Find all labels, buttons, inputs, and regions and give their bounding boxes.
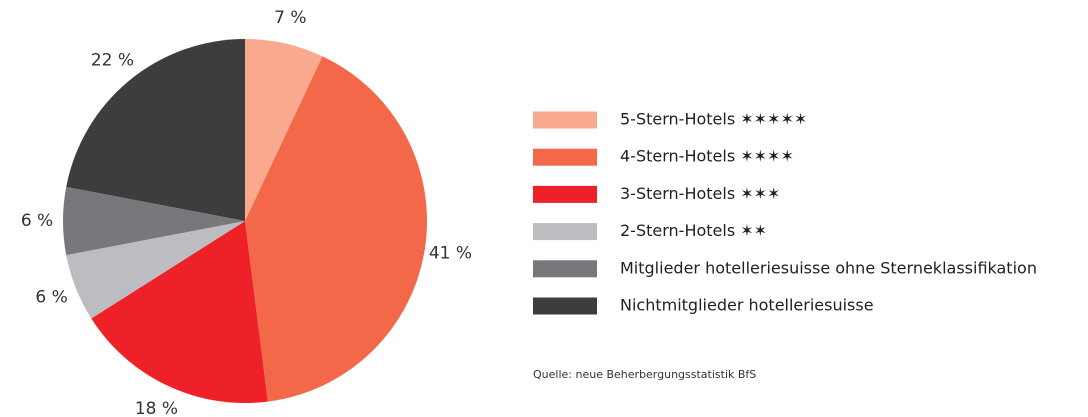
legend-swatch <box>533 148 597 166</box>
slice-label: 6 % <box>21 211 53 231</box>
legend-label: Mitglieder hotelleriesuisse ohne Sternek… <box>620 258 1037 277</box>
legend-swatch <box>533 260 597 278</box>
slice-label: 18 % <box>135 399 178 417</box>
pie-slice <box>245 39 323 221</box>
legend-label: 3-Stern-Hotels ✶✶✶ <box>620 184 780 203</box>
legend-swatch <box>533 223 597 241</box>
slice-label: 6 % <box>35 288 67 308</box>
legend-swatch <box>533 185 597 203</box>
pie-slice <box>63 186 245 256</box>
slice-label: 22 % <box>91 51 134 71</box>
legend-swatch <box>533 297 597 315</box>
pie-slice <box>245 56 427 402</box>
source-note: Quelle: neue Beherbergungsstatistik BfS <box>533 368 756 381</box>
legend-label: 2-Stern-Hotels ✶✶ <box>620 221 767 240</box>
pie-slice <box>91 221 268 403</box>
pie-slice <box>66 221 245 319</box>
slice-label: 41 % <box>429 244 472 264</box>
slice-label: 7 % <box>274 8 306 28</box>
legend-label: 5-Stern-Hotels ✶✶✶✶✶ <box>620 110 807 129</box>
legend-label: 4-Stern-Hotels ✶✶✶✶ <box>620 147 794 166</box>
legend-label: Nichtmitglieder hotelleriesuisse <box>620 296 874 315</box>
pie-slice <box>66 39 245 221</box>
legend-swatch <box>533 111 597 129</box>
